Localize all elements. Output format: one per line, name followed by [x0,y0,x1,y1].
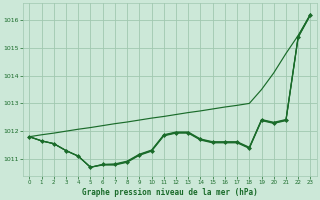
X-axis label: Graphe pression niveau de la mer (hPa): Graphe pression niveau de la mer (hPa) [82,188,258,197]
